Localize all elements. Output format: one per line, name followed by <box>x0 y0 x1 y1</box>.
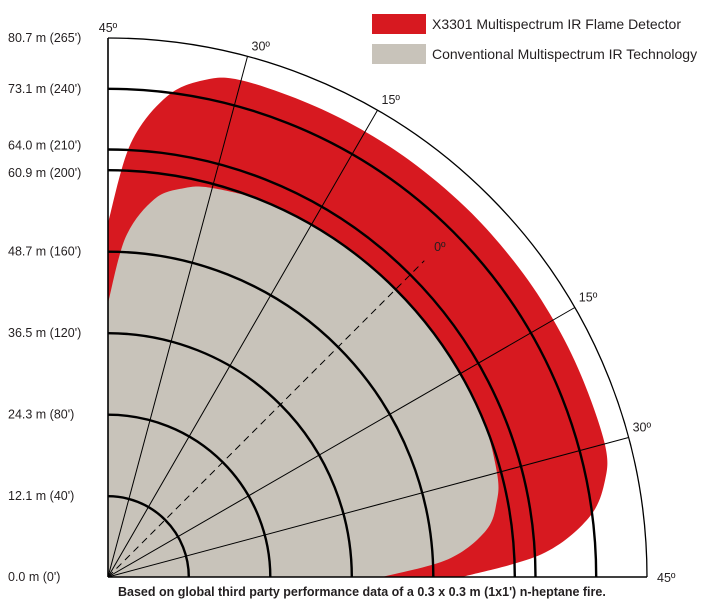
angle-tick-label: 30º <box>252 39 271 53</box>
radial-tick-label: 12.1 m (40') <box>8 489 74 503</box>
center-axis <box>107 260 425 578</box>
radial-tick-labels: 0.0 m (0') 12.1 m (40') 24.3 m (80') 36.5 m… <box>8 31 81 584</box>
range-arc <box>107 495 190 578</box>
grid <box>107 37 648 578</box>
angle-spoke <box>107 109 378 578</box>
angle-tick-label: 15º <box>382 93 401 107</box>
legend-label: Conventional Multispectrum IR Technology <box>432 46 697 62</box>
range-arc <box>107 169 516 578</box>
angle-tick-label: 45º <box>657 571 676 585</box>
legend-swatch <box>372 14 426 34</box>
angle-tick-label: 15º <box>579 291 598 305</box>
angle-spoke <box>107 56 248 578</box>
angle-tick-labels: 45º 30º 15º 0º 15º 30º 45º <box>99 21 676 585</box>
angle-spoke <box>107 437 629 578</box>
legend: X3301 Multispectrum IR Flame Detector Con… <box>372 14 697 64</box>
legend-label: X3301 Multispectrum IR Flame Detector <box>432 16 681 32</box>
angle-tick-label: 45º <box>99 21 118 35</box>
range-arc <box>107 37 648 578</box>
footnote: Based on global third party performance … <box>118 585 606 599</box>
angle-spoke <box>107 307 576 578</box>
angle-tick-label: 30º <box>633 421 652 435</box>
range-arc <box>107 87 598 578</box>
angle-tick-label: 0º <box>434 240 446 254</box>
radial-tick-label: 73.1 m (240') <box>8 82 81 96</box>
radial-tick-label: 80.7 m (265') <box>8 31 81 45</box>
radial-tick-label: 36.5 m (120') <box>8 326 81 340</box>
radial-tick-label: 64.0 m (210') <box>8 139 81 153</box>
radial-tick-label: 24.3 m (80') <box>8 408 74 422</box>
radial-tick-label: 0.0 m (0') <box>8 570 60 584</box>
legend-swatch <box>372 44 426 64</box>
radial-tick-label: 48.7 m (160') <box>8 245 81 259</box>
radial-tick-label: 60.9 m (200') <box>8 166 81 180</box>
range-arc <box>107 148 537 578</box>
